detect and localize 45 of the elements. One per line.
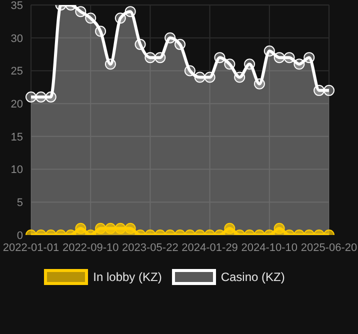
point	[35, 92, 46, 102]
point	[164, 32, 176, 44]
point	[254, 78, 265, 90]
point	[264, 46, 275, 56]
y-tick-label: 20	[10, 98, 23, 110]
x-tick-label: 2022-01-01	[2, 242, 60, 254]
point	[154, 52, 166, 64]
point	[184, 65, 196, 76]
legend-label: In lobby (KZ)	[93, 270, 162, 284]
x-tick-label: 2025-06-20	[300, 242, 358, 254]
point	[45, 92, 56, 102]
point	[324, 84, 334, 96]
y-tick-label: 35	[10, 0, 23, 12]
point	[284, 52, 295, 64]
point	[134, 38, 146, 50]
point	[304, 52, 315, 64]
point	[234, 72, 246, 83]
point	[114, 12, 126, 24]
y-tick-label: 10	[10, 164, 23, 176]
y-tick-label: 5	[16, 197, 23, 210]
point	[85, 12, 96, 24]
point	[294, 58, 305, 70]
point	[95, 26, 106, 37]
y-tick-label: 0	[16, 230, 23, 242]
point	[244, 58, 256, 70]
y-tick-label: 15	[10, 131, 23, 144]
point	[124, 6, 136, 18]
x-tick-label: 2024-10-10	[241, 242, 298, 254]
point	[194, 72, 206, 83]
point	[104, 58, 116, 70]
point	[174, 38, 186, 50]
point	[26, 92, 36, 102]
point	[274, 52, 285, 64]
x-tick-label: 2022-09-10	[62, 242, 119, 254]
point	[75, 6, 86, 18]
x-tick-label: 2024-01-29	[182, 242, 238, 254]
point	[204, 72, 216, 83]
point	[214, 52, 226, 64]
x-tick-label: 2023-05-22	[122, 242, 178, 254]
y-tick-label: 30	[10, 32, 23, 45]
point	[224, 58, 236, 70]
y-tick-label: 25	[10, 66, 23, 78]
legend-label: Casino (KZ)	[220, 270, 285, 284]
point	[314, 84, 325, 96]
point	[144, 52, 156, 64]
